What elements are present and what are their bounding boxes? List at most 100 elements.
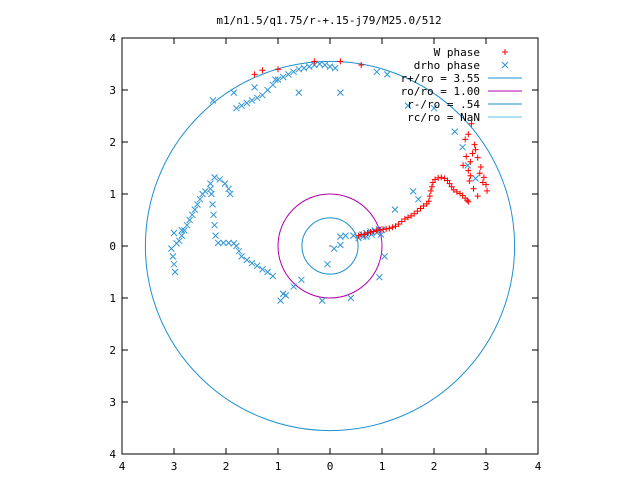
w-phase-point: [358, 62, 365, 69]
drho-phase-point: [350, 232, 357, 239]
drho-phase-point: [178, 227, 186, 234]
w-phase-point: [467, 158, 474, 165]
drho-phase-point: [331, 64, 339, 72]
y-tick-label: 3: [109, 396, 116, 409]
y-tick-label: 2: [109, 344, 116, 357]
w-phase-point: [463, 153, 470, 160]
reference-circle: [144, 60, 516, 432]
drho-phase-point: [171, 268, 179, 276]
w-phase-point: [441, 175, 448, 182]
drho-phase-point: [216, 176, 224, 183]
w-phase-point: [438, 174, 445, 181]
w-phase-point: [444, 177, 451, 184]
drho-phase-point: [210, 211, 217, 219]
w-phase-point: [361, 231, 368, 238]
x-tick-label: 4: [535, 460, 542, 473]
drho-phase-point: [383, 71, 391, 78]
x-tick-label: 4: [119, 460, 126, 473]
w-phase-point: [395, 221, 402, 228]
drho-phase-point: [324, 260, 331, 268]
drho-phase-point: [259, 91, 266, 99]
drho-phase-point: [178, 232, 186, 239]
drho-phase-point: [170, 260, 178, 268]
x-tick-label: 1: [379, 460, 386, 473]
w-phase-point: [425, 198, 432, 205]
w-phase-point: [469, 150, 476, 157]
drho-phase-point: [381, 253, 388, 260]
drho-phase-point: [285, 71, 292, 78]
drho-phase-point: [272, 76, 279, 83]
drho-phase-point: [300, 64, 308, 72]
drho-phase-point: [207, 180, 214, 187]
w-phase-series: [251, 58, 491, 239]
drho-phase-point: [391, 206, 399, 213]
w-phase-point: [432, 176, 439, 183]
drho-phase-point: [269, 272, 277, 280]
drho-phase-point: [183, 221, 191, 229]
w-phase-point: [472, 146, 479, 153]
drho-phase-point: [221, 180, 229, 187]
w-phase-point: [479, 179, 486, 186]
w-phase-point: [477, 163, 484, 170]
legend-label: drho phase: [414, 59, 480, 72]
drho-phase-point: [326, 63, 334, 70]
y-tick-label: 4: [109, 32, 116, 45]
y-axis-ticks: 4 3 2 1 0 1 2 3 4: [109, 32, 538, 461]
w-phase-point: [389, 224, 396, 231]
w-phase-point: [435, 174, 442, 181]
w-phase-point: [392, 223, 399, 230]
drho-phase-point: [199, 190, 206, 198]
w-phase-point: [426, 193, 433, 200]
drho-phase-point: [269, 81, 277, 89]
x-tick-label: 3: [483, 460, 490, 473]
w-phase-point: [427, 187, 434, 194]
drho-phase-point: [318, 297, 326, 304]
drho-phase-point: [196, 195, 204, 203]
y-tick-label: 3: [109, 84, 116, 97]
drho-phase-point: [347, 294, 355, 302]
w-phase-point: [462, 136, 469, 143]
w-phase-point: [465, 198, 472, 205]
drho-phase-point: [214, 239, 222, 247]
drho-phase-point: [170, 229, 178, 237]
drho-phase-point: [264, 86, 271, 94]
drho-phase-point: [248, 259, 256, 267]
drho-phase-point: [225, 239, 232, 247]
w-phase-point: [484, 187, 491, 194]
drho-phase-point: [209, 201, 216, 208]
drho-phase-point: [169, 253, 177, 260]
drho-phase-point: [290, 68, 297, 76]
drho-phase-point: [464, 162, 472, 169]
drho-phase-point: [225, 185, 232, 193]
drho-phase-point: [226, 190, 234, 198]
drho-phase-point: [311, 61, 318, 69]
x-tick-label: 2: [223, 460, 230, 473]
reference-circle: [277, 193, 383, 299]
drho-phase-point: [415, 195, 422, 203]
drho-phase-point: [377, 231, 385, 238]
w-phase-point: [474, 193, 481, 200]
drho-phase-point: [330, 245, 338, 252]
drho-phase-point: [208, 190, 215, 198]
w-phase-point: [376, 226, 383, 233]
drho-phase-point: [230, 89, 238, 96]
y-tick-label: 2: [109, 136, 116, 149]
w-phase-point: [414, 208, 421, 215]
w-phase-point: [453, 188, 460, 195]
drho-phase-point: [373, 68, 381, 76]
drho-phase-point: [243, 256, 251, 264]
legend-label: r-/ro = .54: [407, 98, 480, 111]
drho-phase-point: [253, 262, 261, 270]
drho-phase-point: [337, 233, 344, 240]
drho-phase-point: [248, 97, 256, 104]
w-phase-point: [466, 178, 473, 184]
drho-phase-point: [451, 128, 459, 135]
w-phase-point: [373, 227, 380, 234]
drho-phase-point: [298, 276, 305, 284]
x-tick-label: 3: [171, 460, 178, 473]
drho-phase-point: [316, 60, 323, 68]
w-phase-point: [383, 225, 390, 232]
w-phase-point: [355, 232, 362, 239]
legend-marker-cross: [501, 61, 509, 69]
